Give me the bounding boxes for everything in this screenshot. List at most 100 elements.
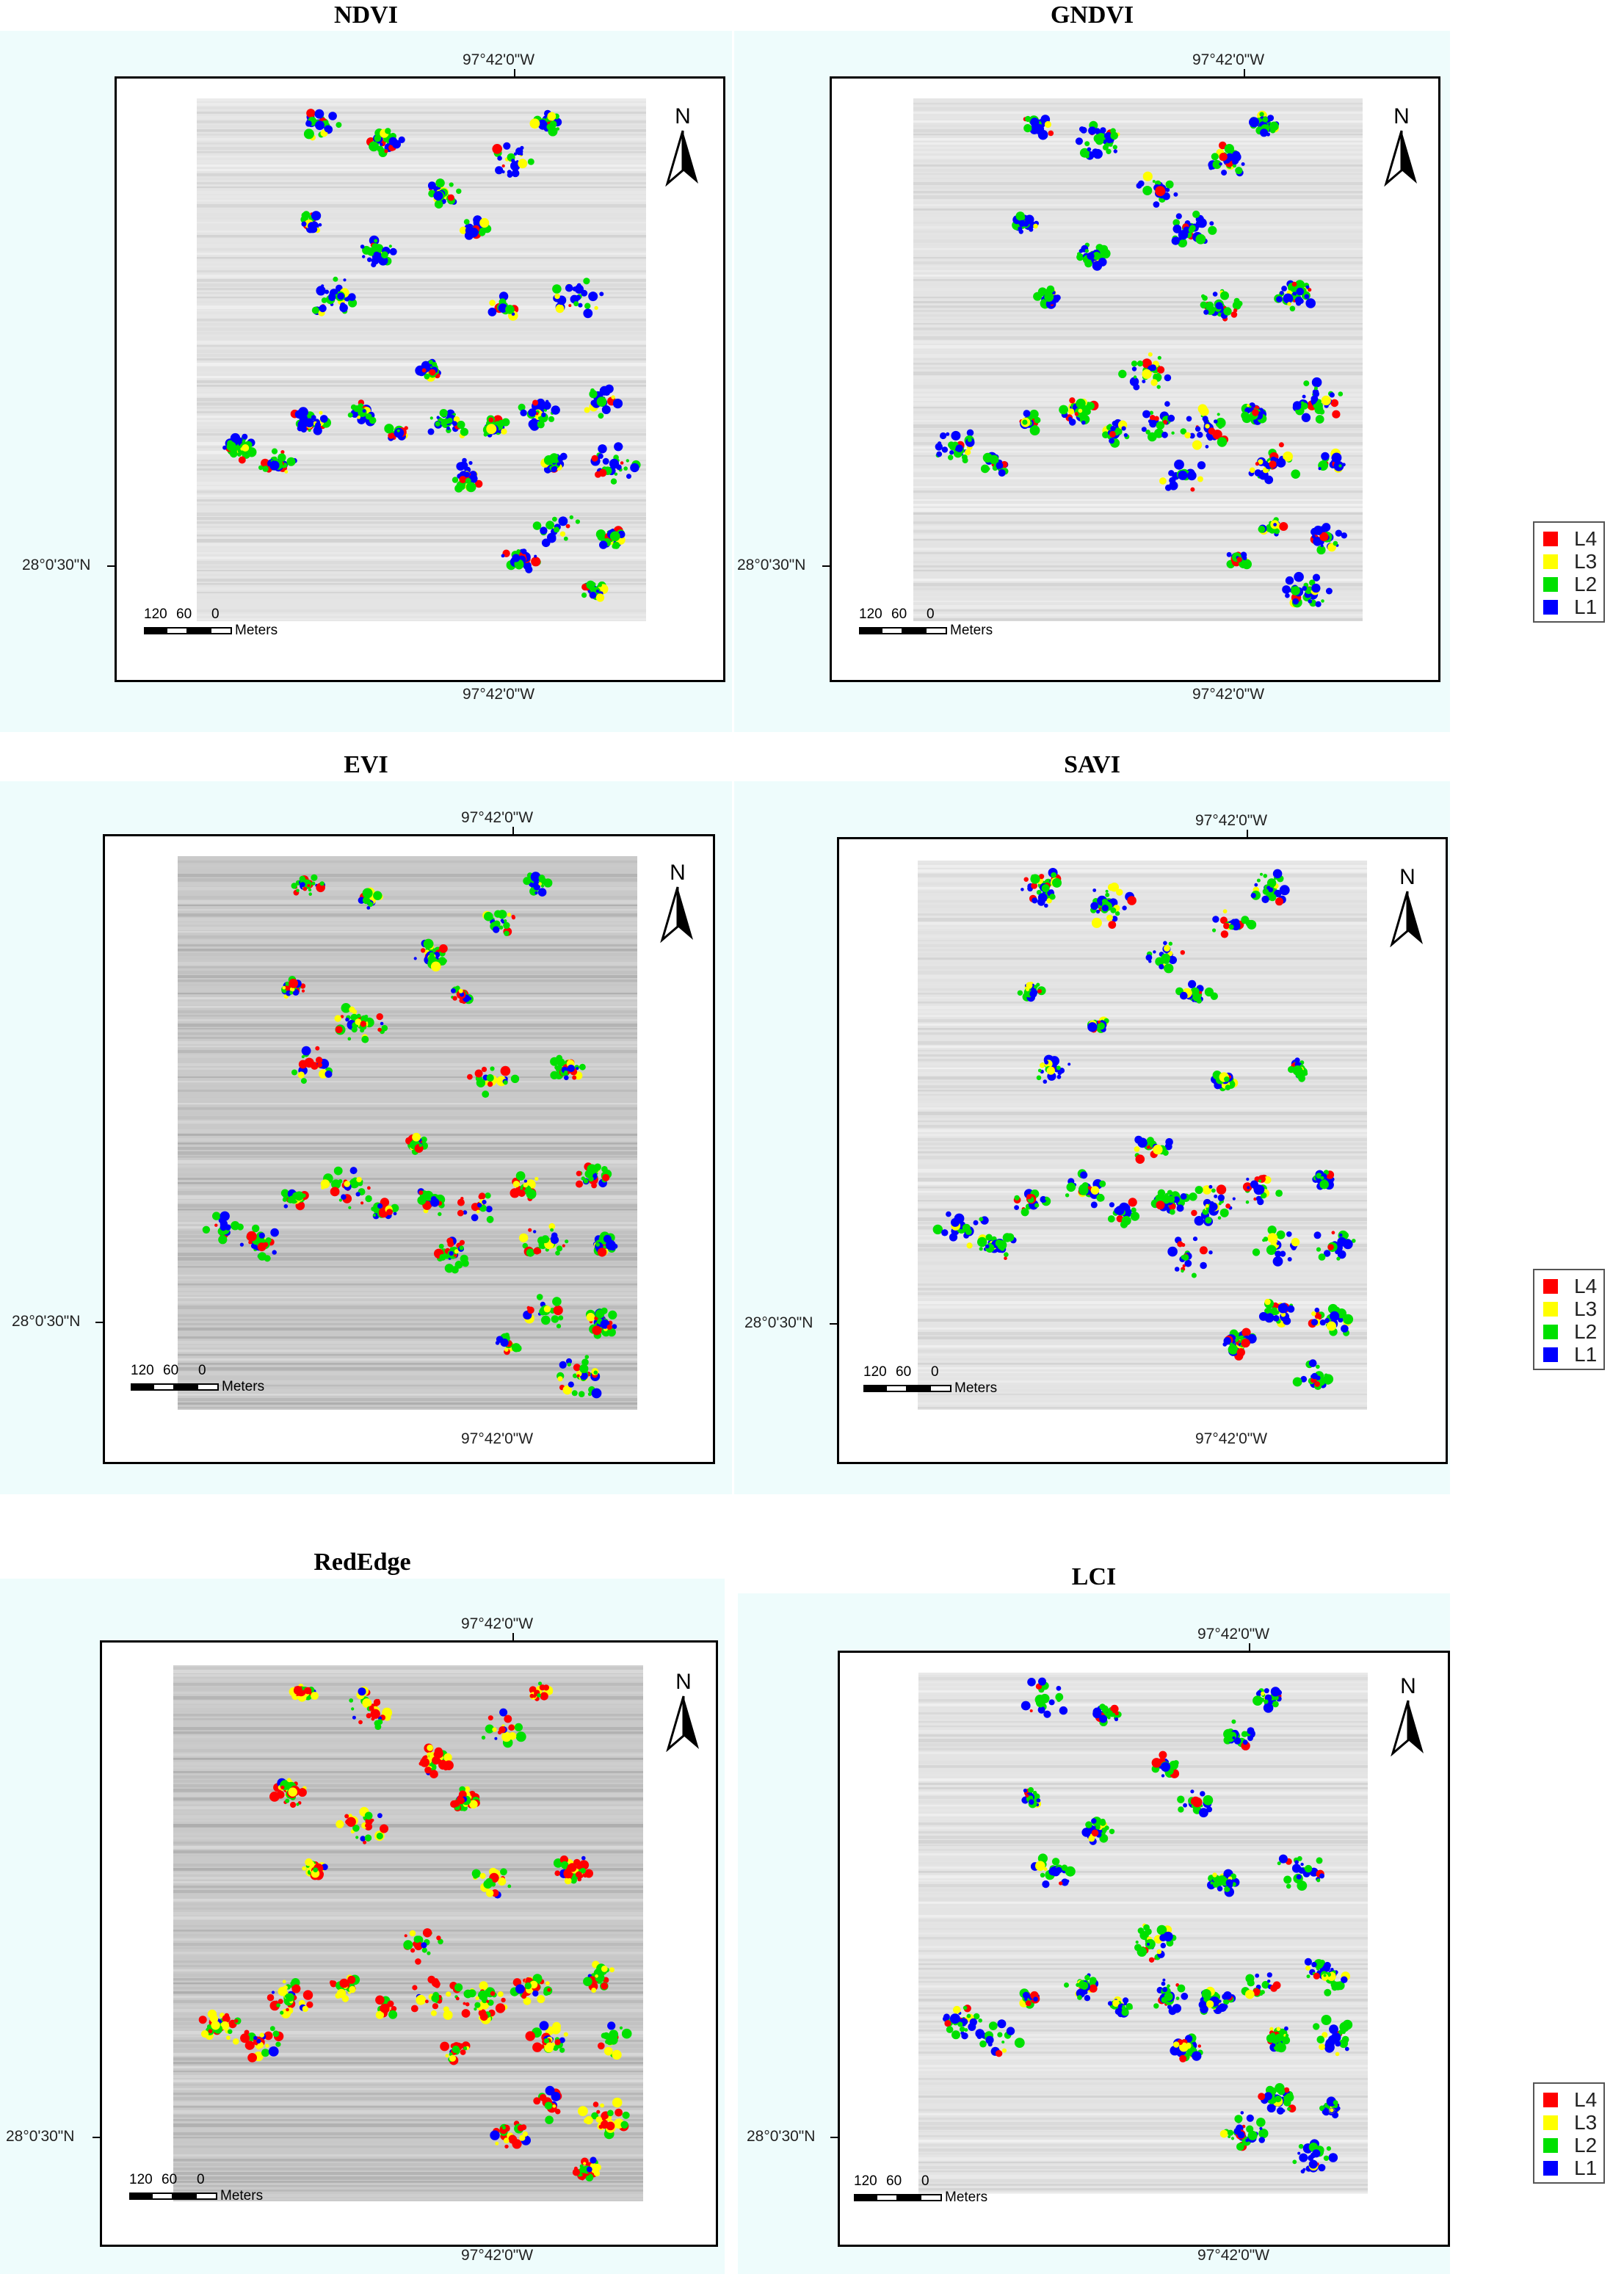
stress-pixel-l2 <box>385 128 391 134</box>
imagery-stripe <box>197 424 646 427</box>
imagery-stripe <box>918 1169 1367 1173</box>
imagery-stripe <box>918 1765 1368 1768</box>
stress-pixel-l2 <box>507 1884 512 1889</box>
stress-pixel-l4 <box>521 2124 527 2131</box>
graticule-tick <box>514 69 515 76</box>
stress-pixel-l1 <box>936 451 943 457</box>
stress-pixel-l1 <box>451 988 456 993</box>
imagery-stripe <box>918 1345 1367 1348</box>
imagery-stripe <box>197 292 646 294</box>
stress-pixel-l2 <box>587 1164 597 1175</box>
imagery-stripe <box>913 125 1363 127</box>
imagery-stripe <box>918 1028 1367 1030</box>
north-label: N <box>670 861 686 885</box>
imagery-stripe <box>173 1683 643 1686</box>
stress-pixel-l1 <box>1276 457 1286 468</box>
imagery-stripe <box>918 1730 1368 1733</box>
stress-pixel-l3 <box>501 1731 512 1742</box>
stress-pixel-l2 <box>595 1309 605 1319</box>
stress-pixel-l4 <box>606 1324 612 1330</box>
imagery-stripe <box>197 151 646 153</box>
stress-pixel-l1 <box>1099 1714 1108 1723</box>
imagery-stripe <box>913 305 1363 308</box>
stress-pixel-l1 <box>239 1242 244 1247</box>
stress-pixel-l3 <box>356 1176 362 1183</box>
imagery-stripe <box>918 1871 1368 1873</box>
imagery-stripe <box>197 257 646 259</box>
stress-pixel-l2 <box>516 551 520 555</box>
imagery-stripe <box>918 1090 1367 1092</box>
stress-pixel-l2 <box>598 413 604 419</box>
stress-pixel-l4 <box>1109 431 1116 438</box>
stress-pixel-l4 <box>289 978 298 988</box>
stress-pixel-l1 <box>413 957 417 960</box>
imagery-stripe <box>918 1380 1367 1383</box>
stress-pixel-l3 <box>591 1988 597 1993</box>
stress-pixel-l1 <box>1208 1250 1213 1255</box>
stress-pixel-l2 <box>526 1189 537 1200</box>
stress-pixel-l1 <box>468 460 473 466</box>
stress-pixel-l1 <box>523 561 532 570</box>
stress-pixel-l2 <box>302 211 311 219</box>
stress-pixel-l4 <box>487 1081 493 1087</box>
stress-pixel-l4 <box>539 1684 545 1691</box>
imagery-stripe <box>197 345 646 347</box>
scale-tick-label: 120 <box>131 1363 154 1378</box>
stress-pixel-l4 <box>504 1714 512 1723</box>
stress-pixel-l2 <box>545 2115 554 2124</box>
stress-pixel-l2 <box>614 472 618 476</box>
stress-pixel-l1 <box>598 444 607 454</box>
stress-pixel-l1 <box>1067 1062 1071 1066</box>
stress-pixel-l1 <box>1088 126 1097 135</box>
stress-pixel-l2 <box>1095 136 1104 145</box>
longitude-label-bottom: 97°42'0"W <box>1192 686 1265 703</box>
stress-pixel-l2 <box>1211 1188 1216 1193</box>
imagery-stripe <box>918 1407 1367 1409</box>
stress-pixel-l2 <box>371 243 379 250</box>
stress-pixel-l2 <box>1177 1795 1185 1803</box>
stress-pixel-l3 <box>1164 944 1170 952</box>
stress-pixel-l2 <box>1156 385 1161 389</box>
stress-pixel-l2 <box>1049 894 1056 900</box>
stress-pixel-l1 <box>325 289 330 294</box>
stress-pixel-l2 <box>485 1192 491 1199</box>
stress-pixel-l4 <box>404 1934 407 1938</box>
stress-pixel-l2 <box>581 1176 585 1181</box>
stress-pixel-l1 <box>316 286 326 296</box>
imagery-stripe <box>918 1332 1367 1336</box>
stress-pixel-l1 <box>360 1836 366 1842</box>
stress-pixel-l2 <box>428 360 433 365</box>
imagery-stripe <box>197 283 646 287</box>
stress-pixel-l2 <box>1102 899 1108 905</box>
imagery-stripe <box>197 169 646 172</box>
stress-pixel-l4 <box>596 2110 601 2114</box>
stress-pixel-l2 <box>396 429 400 432</box>
stress-pixel-l3 <box>522 2131 528 2137</box>
stress-pixel-l1 <box>1148 419 1153 424</box>
imagery-stripe <box>197 173 646 177</box>
imagery-stripe <box>918 1050 1367 1052</box>
stress-pixel-l2 <box>435 421 441 427</box>
imagery-stripe <box>913 490 1363 493</box>
stress-pixel-l1 <box>1043 1710 1051 1718</box>
imagery-stripe <box>173 2190 643 2192</box>
imagery-stripe <box>913 411 1363 414</box>
stress-pixel-l4 <box>481 1066 487 1072</box>
stress-pixel-l4 <box>460 2049 466 2055</box>
stress-pixel-l3 <box>211 2021 220 2030</box>
stress-pixel-l2 <box>579 2164 584 2168</box>
stress-pixel-l3 <box>289 987 295 992</box>
stress-pixel-l3 <box>453 416 460 423</box>
stress-pixel-l2 <box>311 881 316 886</box>
stress-pixel-l1 <box>1258 1311 1268 1321</box>
imagery-stripe <box>913 191 1363 194</box>
stress-pixel-l1 <box>1183 1803 1187 1808</box>
stress-pixel-l4 <box>1219 153 1228 162</box>
imagery-stripe <box>178 1266 637 1268</box>
stress-pixel-l4 <box>592 1325 602 1336</box>
stress-pixel-l2 <box>518 403 526 411</box>
imagery-stripe <box>173 2049 643 2052</box>
stress-pixel-l2 <box>1275 1310 1280 1315</box>
stress-pixel-l1 <box>268 2046 279 2057</box>
imagery-stripe <box>918 2179 1368 2183</box>
